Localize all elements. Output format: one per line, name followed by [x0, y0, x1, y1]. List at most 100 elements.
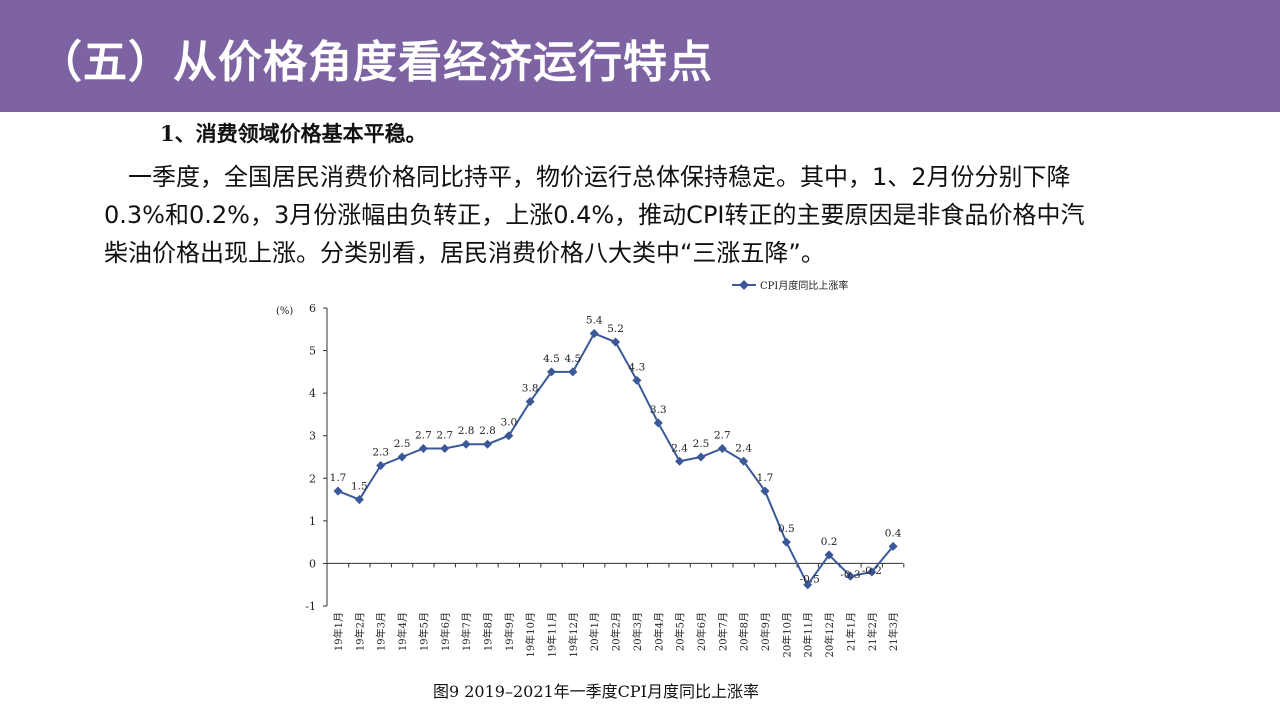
x-tick-label: 19年12月	[567, 612, 580, 657]
y-tick-label: 3	[309, 430, 316, 443]
x-tick-label: 20年3月	[631, 612, 644, 651]
data-label: 2.4	[735, 442, 752, 454]
y-tick-label: 2	[309, 472, 316, 485]
data-point	[440, 443, 450, 454]
chart-legend: CPI月度同比上涨率	[732, 279, 848, 292]
data-label: -0.2	[862, 565, 882, 577]
x-tick-label: 20年9月	[759, 612, 772, 651]
chart-caption: 图9 2019–2021年一季度CPI月度同比上涨率	[433, 682, 759, 701]
x-tick-label: 19年4月	[396, 612, 409, 651]
page-title: （五）从价格角度看经济运行特点	[38, 37, 713, 88]
data-label: 2.4	[671, 442, 688, 454]
data-label: 2.5	[394, 438, 411, 450]
x-tick-label: 20年10月	[780, 612, 793, 657]
data-point	[589, 329, 599, 339]
data-point	[888, 541, 898, 551]
body-paragraph: 一季度，全国居民消费价格同比持平，物价运行总体保持稳定。其中，1、2月份分别下降…	[104, 163, 1085, 267]
data-label: 0.2	[821, 536, 838, 548]
x-tick-label: 20年5月	[674, 612, 687, 651]
x-tick-label: 20年4月	[652, 612, 665, 651]
x-tick-label: 19年8月	[481, 612, 494, 651]
x-tick-label: 19年5月	[417, 612, 430, 651]
x-tick-label: 20年6月	[695, 612, 708, 651]
data-label: 2.7	[714, 429, 731, 441]
data-point	[845, 571, 855, 581]
chart-marks: 1.7 1.5 2.3 2.5 2.7 2.7 2.8 2.8 3.0 3.8 4.5 4.5 5.4 5…	[330, 315, 902, 590]
legend-point-marker	[739, 280, 749, 290]
data-point	[696, 452, 706, 462]
data-point	[461, 439, 471, 449]
data-point	[376, 460, 386, 471]
data-label: 2.3	[372, 447, 389, 459]
x-tick-label: 21年3月	[887, 612, 900, 651]
y-unit-label: (%)	[276, 306, 293, 317]
data-label: 5.2	[607, 323, 624, 335]
data-point	[781, 537, 791, 547]
data-label: 3.3	[650, 404, 667, 416]
data-point	[418, 443, 428, 454]
data-label: -0.3	[840, 569, 860, 581]
x-tick-label: 20年7月	[716, 612, 729, 651]
x-tick-label: 19年7月	[460, 612, 473, 651]
legend-label: CPI月度同比上涨率	[760, 279, 848, 292]
x-tick-label: 21年2月	[866, 612, 879, 651]
data-point	[717, 443, 727, 454]
x-tick-label: 20年12月	[823, 612, 836, 657]
chart-axes: 6 5 4 3 2 1 0 -1 19年1月 19年2月 19年3月 19年4月 19年5月 19年6月 1…	[305, 302, 905, 657]
data-label: 5.4	[586, 315, 603, 327]
x-tick-label: 20年11月	[802, 612, 815, 657]
x-tick-label: 20年1月	[588, 612, 601, 651]
data-point	[504, 431, 514, 441]
y-tick-label: 5	[309, 345, 316, 358]
data-point	[525, 397, 535, 407]
data-label: 4.5	[564, 353, 581, 365]
x-tick-label: 21年1月	[844, 612, 857, 651]
data-label: 1.5	[351, 481, 368, 493]
x-tick-label: 19年3月	[375, 612, 388, 651]
section-subheading: 1、消费领域价格基本平稳。	[160, 121, 427, 146]
data-label: 1.7	[757, 472, 774, 484]
data-point	[653, 418, 663, 428]
data-point	[824, 550, 834, 560]
data-label: 0.5	[778, 523, 795, 535]
data-label: 2.8	[479, 425, 496, 437]
y-tick-label: 6	[309, 302, 316, 315]
data-label: -0.5	[800, 574, 820, 586]
y-tick-label: 4	[309, 387, 316, 400]
data-point	[568, 367, 578, 377]
data-label: 2.8	[458, 425, 475, 437]
data-label: 2.5	[693, 438, 710, 450]
data-point	[632, 375, 642, 385]
data-label: 4.3	[629, 361, 646, 373]
data-point	[397, 452, 407, 462]
x-tick-label: 20年8月	[738, 612, 751, 651]
y-tick-label: -1	[305, 600, 316, 613]
title-banner: （五）从价格角度看经济运行特点	[0, 0, 1280, 112]
data-point	[760, 486, 770, 496]
x-tick-label: 19年11月	[546, 612, 559, 657]
data-label: 4.5	[543, 353, 560, 365]
data-point	[354, 495, 364, 505]
data-point	[333, 486, 343, 496]
data-point	[675, 456, 685, 466]
y-tick-label: 0	[309, 557, 316, 570]
x-tick-label: 19年1月	[332, 612, 345, 651]
data-label: 1.7	[330, 472, 347, 484]
x-tick-label: 19年9月	[503, 612, 516, 651]
x-tick-label: 19年2月	[353, 612, 366, 651]
y-tick-label: 1	[309, 515, 316, 528]
data-label: 3.8	[522, 383, 539, 395]
data-label: 3.0	[500, 417, 517, 429]
x-tick-label: 19年6月	[439, 612, 452, 651]
series-line	[337, 332, 894, 587]
data-point	[611, 337, 621, 347]
data-point	[867, 567, 877, 577]
data-label: 2.7	[436, 429, 453, 441]
x-tick-label: 20年2月	[610, 612, 623, 651]
x-tick-label: 19年10月	[524, 612, 537, 657]
data-point	[803, 580, 813, 590]
data-label: 0.4	[885, 527, 902, 539]
data-point	[482, 439, 492, 449]
data-label: 2.7	[415, 429, 432, 441]
